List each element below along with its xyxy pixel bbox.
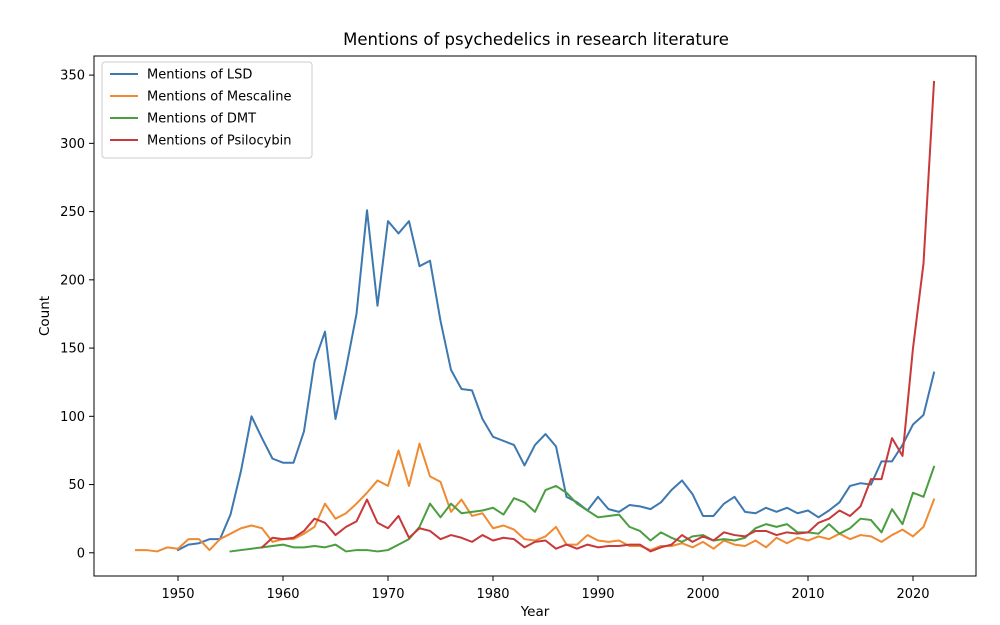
series-line-0 [176, 209, 936, 552]
y-tick-label: 150 [60, 342, 85, 357]
y-tick-label: 200 [60, 273, 85, 288]
x-axis-title: Year [520, 604, 550, 620]
x-tick-label: 1950 [161, 587, 194, 602]
series-line-1 [135, 442, 936, 553]
series-line-3 [260, 80, 936, 553]
y-axis-title: Count [37, 296, 53, 336]
legend-label-2: Mentions of DMT [147, 112, 256, 127]
legend-box [101, 61, 313, 159]
series-line-2 [229, 465, 936, 553]
x-tick-label: 1990 [581, 587, 614, 602]
y-tick-label: 300 [60, 137, 85, 152]
x-axis: 1950 1960 1970 1980 1990 2000 2010 2020 [161, 576, 930, 602]
plot-frame [93, 55, 977, 577]
x-tick-label: 2000 [686, 587, 719, 602]
chart-title: Mentions of psychedelics in research lit… [343, 30, 729, 49]
x-tick-label: 1980 [476, 587, 509, 602]
legend: Mentions of LSD Mentions of Mescaline Ment… [101, 61, 313, 159]
y-tick-label: 250 [60, 205, 85, 220]
x-tick-label: 2020 [896, 587, 929, 602]
legend-label-0: Mentions of LSD [147, 68, 252, 83]
y-tick-label: 0 [77, 546, 85, 561]
y-tick-label: 100 [60, 410, 85, 425]
legend-label-3: Mentions of Psilocybin [147, 134, 291, 149]
x-tick-label: 2010 [791, 587, 824, 602]
legend-label-1: Mentions of Mescaline [147, 90, 292, 105]
x-tick-label: 1970 [371, 587, 404, 602]
y-tick-label: 50 [68, 478, 85, 493]
y-tick-label: 350 [60, 69, 85, 84]
x-tick-label: 1960 [266, 587, 299, 602]
y-axis: 0 50 100 150 200 250 300 350 [60, 69, 94, 561]
plot-area [93, 55, 977, 577]
